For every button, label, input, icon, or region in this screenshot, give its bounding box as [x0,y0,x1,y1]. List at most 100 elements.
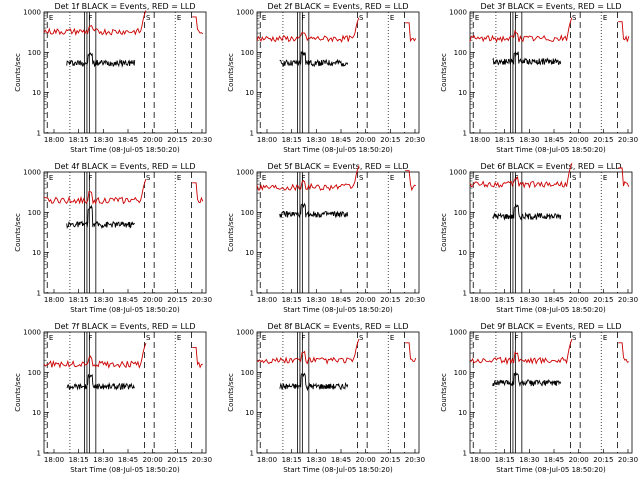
x-tick-label: 20:00 [143,296,163,304]
y-tick-label: 100 [28,369,41,377]
lld-series-line [469,17,573,43]
eclipse-marker: E [262,174,266,182]
lld-series-line [618,342,630,363]
lld-series-line [43,10,147,36]
x-tick-label: 20:30 [618,456,638,464]
x-tick-label: 18:15 [495,136,515,144]
x-tick-label: 20:15 [593,136,613,144]
x-axis-label: Start Time (08-Jul-05 18:50:20) [283,146,393,154]
flare-marker: F [302,174,306,182]
lld-series-line [405,170,416,192]
x-tick-label: 20:30 [192,136,212,144]
y-tick-label: 10 [458,89,467,97]
x-tick-label: 18:00 [470,456,490,464]
plot-frame [256,331,420,454]
x-axis-label: Start Time (08-Jul-05 18:50:20) [496,466,606,474]
x-tick-label: 20:15 [380,296,400,304]
panel-title: Det 3f BLACK = Events, RED = LLD [480,2,621,11]
events-series-line [279,202,349,219]
x-tick-label: 20:00 [143,456,163,464]
eclipse-marker: E [475,334,479,342]
x-tick-label: 18:30 [306,296,326,304]
flare-marker: F [89,174,93,182]
y-tick-label: 100 [454,49,467,57]
lld-series-line [192,346,203,369]
panel-svg: Det 4f BLACK = Events, RED = LLD 1 10 100 10… [14,162,212,314]
x-tick-label: 20:30 [405,296,425,304]
x-tick-label: 20:00 [356,136,376,144]
x-axis-label: Start Time (08-Jul-05 18:50:20) [70,146,180,154]
y-tick-label: 1000 [449,9,467,17]
y-tick-label: 10 [458,249,467,257]
x-tick-label: 18:00 [44,136,64,144]
x-tick-label: 18:00 [44,296,64,304]
panel-svg: Det 2f BLACK = Events, RED = LLD 1 10 100 10… [227,2,425,154]
y-tick-label: 1 [37,290,41,298]
x-tick-label: 18:30 [93,296,113,304]
x-tick-label: 18:15 [69,296,89,304]
x-tick-label: 18:30 [519,456,539,464]
lld-series-line [618,21,630,42]
y-tick-label: 10 [245,89,254,97]
x-axis-label: Start Time (08-Jul-05 18:50:20) [496,306,606,314]
x-tick-label: 20:30 [192,456,212,464]
x-tick-label: 18:45 [118,296,138,304]
plot-frame [43,331,207,454]
eclipse-marker: E [390,334,394,342]
x-tick-label: 20:00 [569,296,589,304]
x-axis-label: Start Time (08-Jul-05 18:50:20) [70,306,180,314]
x-tick-label: 20:30 [618,296,638,304]
x-tick-label: 18:30 [306,136,326,144]
x-tick-label: 18:45 [544,136,564,144]
x-tick-label: 18:45 [544,456,564,464]
panel-svg: Det 8f BLACK = Events, RED = LLD 1 10 100 10… [227,322,425,474]
y-tick-label: 1000 [449,329,467,337]
eclipse-marker: E [390,174,394,182]
lld-series-line [405,342,417,362]
panel-title: Det 7f BLACK = Events, RED = LLD [54,322,195,331]
lld-series-line [43,179,147,205]
y-tick-label: 100 [454,209,467,217]
x-tick-label: 20:00 [356,456,376,464]
eclipse-marker: E [49,174,53,182]
x-tick-label: 18:15 [69,456,89,464]
detector-panel-6: Det 6f BLACK = Events, RED = LLD 1 10 100 10… [426,160,639,320]
y-tick-label: 1 [463,130,467,138]
x-tick-label: 18:15 [69,136,89,144]
x-tick-label: 18:30 [519,136,539,144]
y-tick-label: 100 [454,369,467,377]
x-tick-label: 18:15 [282,456,302,464]
x-tick-label: 18:00 [257,136,277,144]
x-tick-label: 18:30 [519,296,539,304]
y-tick-label: 100 [241,49,254,57]
y-tick-label: 1000 [236,329,254,337]
x-tick-label: 20:00 [356,296,376,304]
detector-panel-2: Det 2f BLACK = Events, RED = LLD 1 10 100 10… [213,0,426,160]
eclipse-marker: E [262,14,266,22]
lld-series-line [405,22,417,43]
lld-series-line [192,182,204,204]
lld-series-line [256,339,360,365]
y-tick-label: 10 [32,249,41,257]
y-tick-label: 1000 [23,9,41,17]
y-tick-label: 1 [37,450,41,458]
detector-panel-5: Det 5f BLACK = Events, RED = LLD 1 10 100 10… [213,160,426,320]
x-tick-label: 20:30 [192,296,212,304]
x-tick-label: 20:15 [593,456,613,464]
x-tick-label: 20:30 [618,136,638,144]
saa-marker: S [146,174,151,182]
x-tick-label: 20:15 [167,136,187,144]
y-axis-label: Counts/sec [227,373,235,412]
flare-marker: F [515,14,519,22]
x-tick-label: 18:00 [257,296,277,304]
events-series-line [279,372,349,392]
y-tick-label: 1 [250,290,254,298]
y-axis-label: Counts/sec [440,213,448,252]
detector-panel-8: Det 8f BLACK = Events, RED = LLD 1 10 100 10… [213,320,426,480]
flare-marker: F [302,14,306,22]
x-tick-label: 18:45 [544,296,564,304]
panel-title: Det 2f BLACK = Events, RED = LLD [267,2,408,11]
detector-panel-4: Det 4f BLACK = Events, RED = LLD 1 10 100 10… [0,160,213,320]
panel-title: Det 1f BLACK = Events, RED = LLD [54,2,195,11]
